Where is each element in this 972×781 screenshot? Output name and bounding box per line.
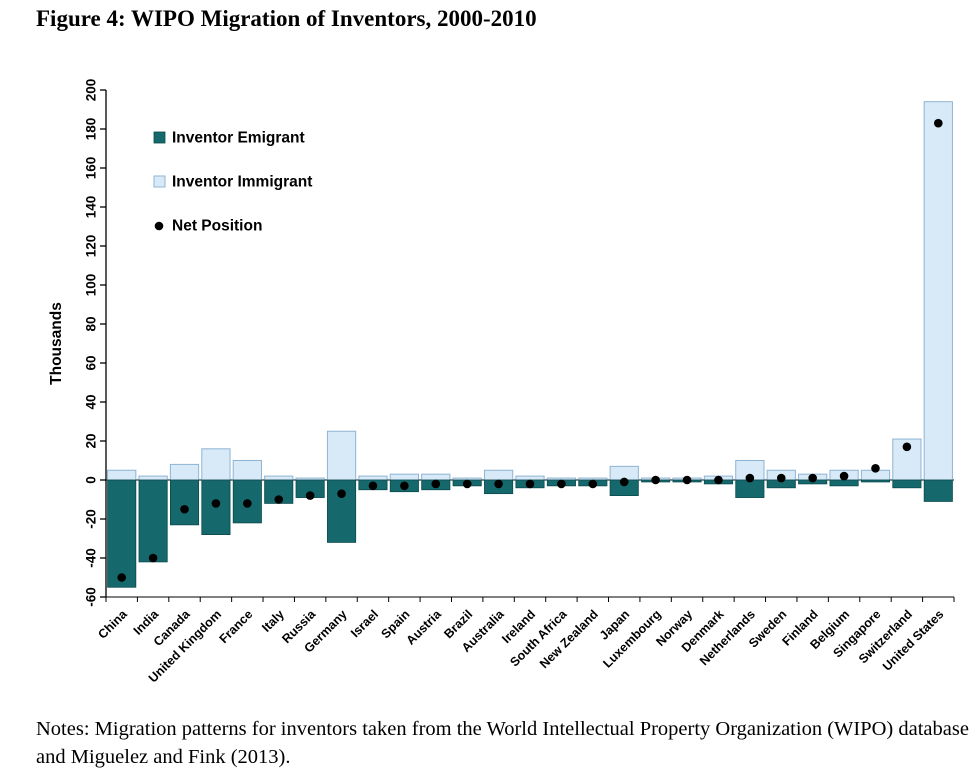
net-dot [745, 473, 755, 483]
net-dot [211, 499, 221, 508]
bar-emigrant [107, 479, 137, 588]
net-dot [871, 464, 880, 473]
net-dot [117, 573, 127, 582]
y-tick-label: 100 [84, 274, 99, 297]
net-dot [682, 475, 692, 485]
svg-text:Net Position: Net Position [172, 218, 262, 235]
bar-immigrant [232, 460, 262, 481]
emigrant-swatch-icon [153, 131, 166, 144]
net-dot [588, 479, 598, 489]
bar-emigrant [829, 479, 859, 487]
x-category-label: Austria [404, 606, 445, 647]
y-tick-label: 200 [84, 79, 99, 102]
x-category-label: China [95, 606, 130, 641]
net-position-dots [117, 118, 943, 582]
y-tick-label: 0 [84, 476, 99, 484]
net-dot [714, 475, 723, 485]
legend-item-immigrant: Inventor Immigrant [153, 174, 312, 191]
bar-emigrant [860, 479, 891, 483]
net-dot [651, 475, 660, 485]
y-tick-label: 60 [84, 355, 99, 370]
net-dot [431, 479, 441, 489]
y-tick-label: 140 [84, 196, 99, 219]
net-dot [902, 442, 912, 452]
bar-emigrant [735, 479, 765, 498]
bar-immigrant [421, 473, 451, 481]
y-tick-label: -40 [84, 548, 99, 568]
y-tick-label: -20 [84, 509, 99, 529]
bar-immigrant [138, 475, 168, 481]
legend: Inventor Emigrant Inventor Immigrant Net P… [153, 130, 312, 235]
bar-emigrant [892, 479, 922, 489]
bar-emigrant [923, 479, 953, 502]
net-dot-swatch-icon [154, 221, 164, 231]
y-tick-label: 20 [84, 433, 99, 448]
net-dot [808, 473, 817, 483]
svg-text:Inventor Emigrant: Inventor Emigrant [172, 130, 305, 147]
migration-chart: -60 -40 -20 0 20 40 60 80 100 120 140 160 180 200 Thou… [4, 70, 968, 718]
y-tick-label: 160 [84, 157, 99, 180]
bar-immigrant [515, 475, 545, 481]
net-dot [400, 481, 409, 491]
net-dot [305, 491, 315, 500]
legend-item-net: Net Position [154, 218, 262, 235]
net-dot [243, 499, 252, 508]
net-dot [839, 471, 849, 481]
immigrant-swatch-icon [153, 175, 166, 188]
y-axis: -60 -40 -20 0 20 40 60 80 100 120 140 160 180 200 Thou… [48, 79, 107, 607]
figure-notes: Notes: Migration patterns for inventors … [36, 718, 969, 768]
net-dot [148, 553, 158, 563]
bar-emigrant [169, 479, 200, 526]
bar-immigrant [326, 430, 357, 481]
y-tick-label: 180 [84, 118, 99, 141]
y-tick-label: 120 [84, 235, 99, 258]
figure-title: Figure 4: WIPO Migration of Inventors, 2… [36, 6, 537, 31]
bar-immigrant [107, 469, 137, 481]
bar-immigrant [358, 475, 388, 481]
net-dot [933, 118, 943, 128]
y-axis-title: Thousands [48, 302, 65, 385]
bar-immigrant [169, 463, 200, 481]
y-tick-label: 40 [84, 394, 99, 409]
net-dot [557, 479, 566, 489]
bar-immigrant [264, 475, 294, 481]
bar-immigrant [483, 469, 514, 481]
y-tick-label: -60 [84, 587, 99, 607]
y-tick-label: 80 [84, 316, 99, 331]
svg-text:Inventor Immigrant: Inventor Immigrant [172, 174, 312, 191]
net-dot [462, 479, 472, 489]
bar-immigrant [201, 448, 231, 481]
chart-svg: -60 -40 -20 0 20 40 60 80 100 120 140 160 180 200 Thou… [48, 79, 955, 685]
x-category-label: Israel [348, 607, 381, 640]
x-category-label: France [217, 607, 256, 646]
bar-immigrant [389, 473, 420, 481]
net-dot [180, 504, 189, 514]
net-dot [525, 479, 535, 489]
x-category-label: Italy [259, 607, 287, 635]
net-dot [368, 481, 378, 491]
net-dot [274, 495, 284, 504]
bar-immigrant [923, 101, 953, 481]
bar-emigrant [138, 479, 168, 563]
net-dot [337, 489, 346, 498]
net-dot [619, 477, 629, 487]
net-dot [494, 479, 503, 489]
net-dot [776, 473, 786, 483]
legend-item-emigrant: Inventor Emigrant [153, 130, 305, 147]
